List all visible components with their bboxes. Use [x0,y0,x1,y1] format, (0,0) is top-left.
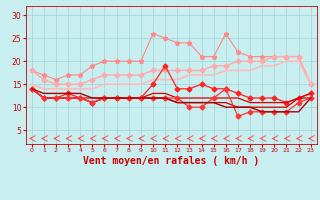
X-axis label: Vent moyen/en rafales ( km/h ): Vent moyen/en rafales ( km/h ) [83,156,259,166]
